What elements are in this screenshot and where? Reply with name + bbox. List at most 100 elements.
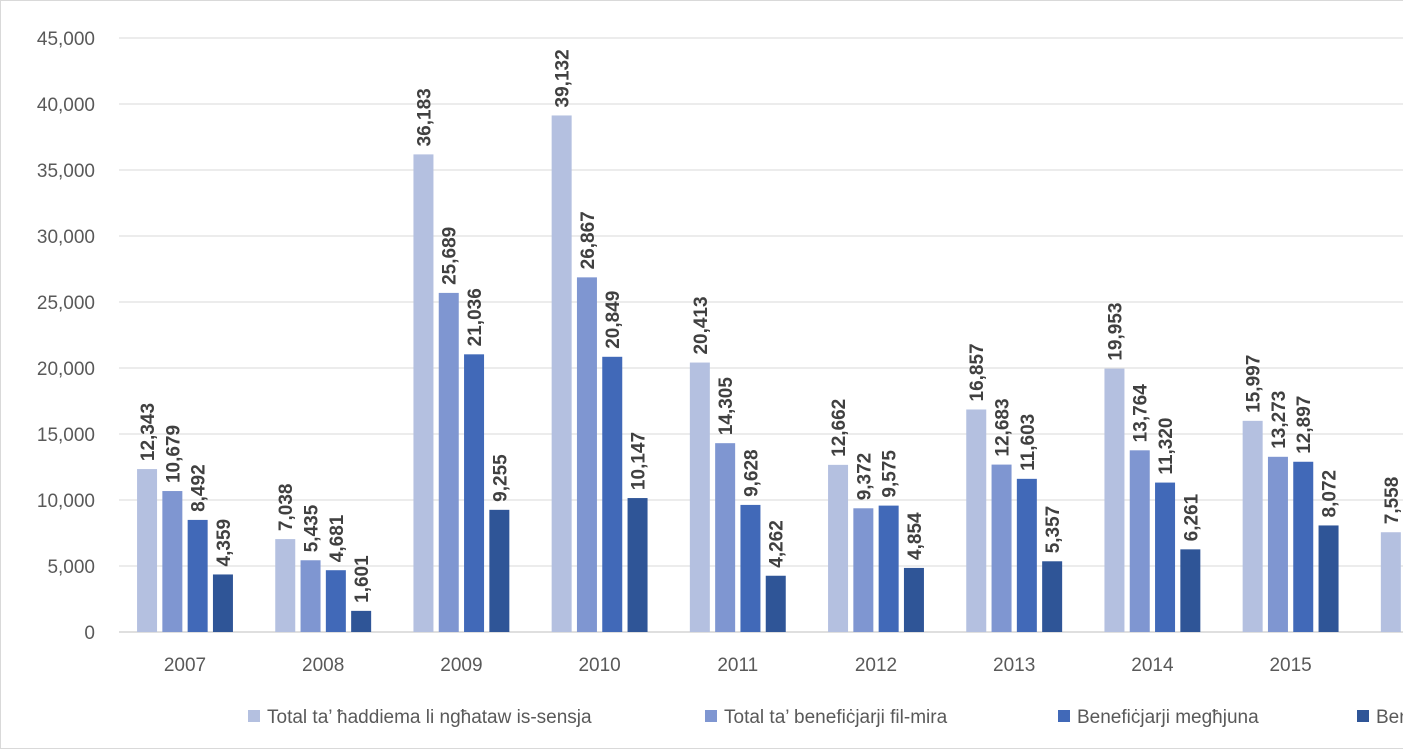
data-label: 11,320 bbox=[1156, 417, 1177, 474]
bar bbox=[1180, 549, 1201, 632]
y-axis-ticks: 0 5,000 10,000 15,000 20,000 25,000 30,000 35,0… bbox=[37, 29, 95, 644]
legend-item: Benefiċjarji megħjuna bbox=[1058, 707, 1259, 728]
data-label: 20,413 bbox=[691, 296, 712, 354]
bar bbox=[300, 560, 321, 632]
legend-label: Benefiċjarji megħjuna bbox=[1077, 707, 1259, 728]
data-label: 11,603 bbox=[1018, 414, 1039, 471]
data-label: 6,261 bbox=[1181, 493, 1202, 541]
bar bbox=[1129, 450, 1150, 632]
y-tick-label: 20,000 bbox=[37, 359, 95, 380]
x-tick-label: 2008 bbox=[302, 655, 344, 676]
y-tick-label: 35,000 bbox=[37, 161, 95, 182]
y-tick-label: 0 bbox=[84, 623, 95, 644]
bar bbox=[212, 574, 233, 632]
data-label: 14,305 bbox=[716, 377, 737, 436]
data-label: 19,953 bbox=[1105, 302, 1126, 360]
y-tick-label: 25,000 bbox=[37, 293, 95, 314]
bar bbox=[438, 292, 459, 632]
x-axis-ticks: 2007200820092010201120122013201420152 bbox=[164, 655, 1312, 676]
x-tick-label: 2011 bbox=[717, 655, 758, 676]
bar bbox=[765, 575, 786, 632]
data-label: 7,558 bbox=[1382, 477, 1403, 525]
data-label: 9,628 bbox=[741, 449, 762, 497]
bar bbox=[464, 354, 485, 632]
bar bbox=[576, 277, 597, 632]
x-tick-label: 2015 bbox=[1269, 655, 1311, 676]
x-tick-label: 2009 bbox=[440, 655, 482, 676]
data-label: 9,372 bbox=[854, 453, 875, 501]
bar bbox=[1318, 525, 1339, 632]
bar bbox=[966, 409, 987, 632]
bar bbox=[137, 469, 158, 632]
data-label: 4,359 bbox=[214, 519, 235, 567]
bar bbox=[489, 509, 510, 632]
legend-swatch bbox=[248, 710, 260, 722]
y-tick-label: 30,000 bbox=[37, 227, 95, 248]
data-label: 15,997 bbox=[1244, 355, 1265, 413]
bars bbox=[137, 115, 1401, 633]
bar bbox=[1242, 420, 1263, 632]
data-label: 5,435 bbox=[302, 504, 323, 552]
data-label: 4,262 bbox=[767, 520, 788, 568]
x-tick-label: 2013 bbox=[993, 655, 1035, 676]
data-label: 10,147 bbox=[629, 432, 650, 490]
bar bbox=[1380, 532, 1401, 632]
bar bbox=[413, 154, 434, 632]
bar bbox=[828, 464, 849, 632]
y-tick-label: 15,000 bbox=[37, 425, 95, 446]
data-label: 8,072 bbox=[1320, 470, 1341, 518]
bar bbox=[1155, 482, 1176, 632]
legend-label: Total ta’ benefiċjarji fil-mira bbox=[724, 707, 948, 728]
bar bbox=[162, 491, 183, 632]
legend-swatch bbox=[1357, 710, 1369, 722]
bar bbox=[187, 519, 208, 632]
data-label: 13,273 bbox=[1269, 391, 1290, 449]
data-label: 25,689 bbox=[440, 227, 461, 285]
bar bbox=[1293, 461, 1314, 632]
bar bbox=[991, 464, 1012, 632]
bar bbox=[853, 508, 874, 632]
data-label: 4,681 bbox=[327, 514, 348, 562]
data-label: 39,132 bbox=[553, 49, 574, 107]
data-label: 7,038 bbox=[276, 484, 297, 532]
data-label: 21,036 bbox=[465, 288, 486, 346]
legend-item: Ben bbox=[1357, 707, 1403, 728]
bar bbox=[627, 498, 648, 632]
data-label: 26,867 bbox=[578, 211, 599, 269]
x-tick-label: 2010 bbox=[578, 655, 620, 676]
legend: Total ta’ ħaddiema li ngħataw is-sensja T… bbox=[248, 707, 1403, 728]
bar bbox=[1104, 368, 1125, 632]
x-tick-label: 2014 bbox=[1131, 655, 1174, 676]
bar bbox=[903, 567, 924, 632]
y-tick-label: 5,000 bbox=[47, 557, 95, 578]
bar bbox=[689, 362, 710, 632]
bar bbox=[1267, 456, 1288, 632]
legend-item: Total ta’ benefiċjarji fil-mira bbox=[705, 707, 948, 728]
y-tick-label: 40,000 bbox=[37, 95, 95, 116]
bar bbox=[275, 539, 296, 632]
data-label: 4,854 bbox=[905, 512, 926, 560]
bar bbox=[740, 504, 761, 632]
legend-label: Ben bbox=[1376, 707, 1403, 728]
legend-item: Total ta’ ħaddiema li ngħataw is-sensja bbox=[248, 707, 592, 728]
data-label: 9,255 bbox=[490, 454, 511, 502]
data-label: 13,764 bbox=[1131, 384, 1152, 443]
bar bbox=[1016, 478, 1037, 632]
data-label: 16,857 bbox=[967, 343, 988, 401]
bar bbox=[715, 443, 736, 632]
bar bbox=[551, 115, 572, 633]
legend-swatch bbox=[1058, 710, 1070, 722]
data-label: 10,679 bbox=[163, 425, 184, 483]
data-label: 12,897 bbox=[1294, 396, 1315, 454]
data-label: 12,683 bbox=[993, 398, 1014, 456]
legend-label: Total ta’ ħaddiema li ngħataw is-sensja bbox=[267, 707, 592, 728]
data-label: 36,183 bbox=[414, 88, 435, 146]
bar bbox=[1042, 561, 1063, 632]
bar bbox=[351, 610, 372, 632]
data-label: 12,343 bbox=[138, 403, 159, 461]
data-label: 8,492 bbox=[189, 464, 210, 512]
data-label: 12,662 bbox=[829, 399, 850, 457]
